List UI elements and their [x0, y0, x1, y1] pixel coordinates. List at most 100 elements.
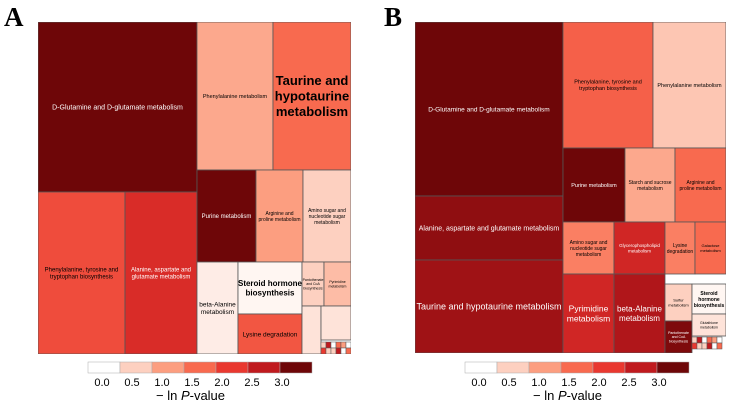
legend-title-italic: P: [557, 388, 567, 403]
tile-label-d-glutamine-and-d-glutamate-metabolism: D-Glutamine and D-glutamate metabolism: [52, 104, 183, 111]
minor-pathway-cell: [325, 341, 332, 349]
legend-tick-label: 1.0: [531, 377, 546, 389]
tile-arginine-and-proline-metabolism: [674, 147, 726, 223]
panel-label-a: A: [4, 2, 24, 32]
legend-tick-label: 0.0: [471, 377, 486, 389]
tile-sulfur-metabolism: [664, 283, 693, 322]
tile-label-alanine-aspartate-and-glutamate-metabolism: Alanine, aspartate and glutamate metaboli…: [131, 268, 191, 281]
minor-pathway-cell: [320, 341, 327, 349]
legend-swatch: [592, 361, 626, 374]
color-legend-b: 0.0 0.5 1.0 1.5 2.0 2.5 3.0: [464, 361, 690, 389]
legend-tick-label: 2.5: [621, 377, 636, 389]
tile-label-alanine-aspartate-and-glutamate-metabolism: Alanine, aspartate and glutamate metabol…: [419, 225, 560, 232]
tile-label-beta-alanine-metabolism: beta-Alanine metabolism: [199, 301, 236, 316]
legend-title-a: − ln P-value: [156, 388, 225, 403]
legend-swatch: [215, 361, 249, 374]
tile-purine-metabolism: [196, 169, 257, 263]
tile-galactose-metabolism: [694, 221, 726, 275]
tile-d-glutamine-and-d-glutamate-metabolism: [415, 22, 564, 197]
tile-phenylalanine-tyrosine-and-tryptophan-biosynthesis: [38, 191, 126, 354]
tile-label-d-glutamine-and-d-glutamate-metabolism: D-Glutamine and D-glutamate metabolism: [428, 106, 549, 113]
tile-label-arginine-and-proline-metabolism: Arginine and proline metabolism: [680, 180, 722, 192]
legend-swatch: [624, 361, 658, 374]
tile-alanine-aspartate-and-glutamate-metabolism: [124, 191, 198, 354]
minor-pathway-cell: [320, 347, 327, 354]
tile-label-purine-metabolism: Purine metabolism: [202, 214, 252, 220]
tile-label-steroid-hormone-biosynthesis: Steroid hormone biosynthesis: [238, 279, 303, 298]
panel-label-b: B: [384, 2, 403, 32]
minor-pathway-cell: [330, 341, 337, 349]
tile-label-beta-alanine-metabolism: beta-Alanine metabolism: [617, 305, 662, 324]
tile-label-starch-and-sucrose-metabolism: Starch and sucrose metabolism: [628, 180, 671, 192]
tile-glutathione-metabolism: [301, 305, 322, 354]
legend-tick-label: 3.0: [274, 377, 289, 389]
tile-pantothenate-and-coa-biosynthesis: [664, 320, 693, 353]
minor-pathway-cell: [330, 347, 337, 354]
tile-label-sulfur-metabolism: Sulfur metabolism: [668, 298, 689, 308]
tile-label-glycerophospholipid-metabolism: Glycerophospholipid metabolism: [619, 243, 660, 253]
legend-tick-label: 3.0: [651, 377, 666, 389]
tile-label-phenylalanine-metabolism: Phenylalanine metabolism: [657, 83, 722, 89]
tile-phenylalanine-tyrosine-and-tryptophan-biosynthesis: [562, 22, 654, 149]
tile-label-amino-sugar-and-nucleotide-sugar-metabolism: Amino sugar and nucleotide sugar metabolis…: [308, 208, 346, 226]
minor-pathway-cell: [335, 347, 342, 354]
minor-pathway-cell: [716, 336, 723, 344]
legend-tick-label: 0.0: [94, 377, 109, 389]
tile-label-taurine-and-hypotaurine-metabolism: Taurine and hypotaurine metabolism: [275, 73, 349, 119]
minor-pathway-cell: [701, 342, 708, 350]
tile-label-amino-sugar-and-nucleotide-sugar-metabolism: Amino sugar and nucleotide sugar metabolis…: [570, 240, 608, 258]
legend-title-prefix: − ln: [533, 388, 558, 403]
legend-tick-label: 1.5: [184, 377, 199, 389]
legend-swatch: [656, 361, 690, 374]
tile-glutathione-metabolism: [691, 313, 726, 337]
tile-d-glutamine-and-d-glutamate-metabolism: [38, 22, 198, 193]
tile-misc: [320, 305, 351, 341]
tile-lysine-degradation: [237, 313, 303, 354]
legend-swatch: [560, 361, 594, 374]
minor-pathway-cell: [691, 336, 698, 344]
tile-label-taurine-and-hypotaurine-metabolism: Taurine and hypotaurine metabolism: [416, 302, 561, 312]
tile-label-pyrimidine-metabolism: Pyrimidine metabolism: [329, 280, 347, 288]
legend-swatch: [119, 361, 153, 374]
minor-pathway-cell: [325, 347, 332, 354]
tile-taurine-and-hypotaurine-metabolism: [415, 259, 564, 353]
minor-pathway-cell: [691, 342, 698, 350]
legend-swatch: [528, 361, 562, 374]
legend-tick-label: 0.5: [124, 377, 139, 389]
tile-label-phenylalanine-metabolism: Phenylalanine metabolism: [203, 94, 268, 100]
color-legend-a: 0.0 0.5 1.0 1.5 2.0 2.5 3.0: [87, 361, 313, 389]
tile-beta-alanine-metabolism: [196, 261, 239, 354]
legend-swatch: [87, 361, 121, 374]
minor-pathway-cell: [340, 347, 347, 354]
legend-tick-label: 1.5: [561, 377, 576, 389]
minor-pathway-cell: [340, 341, 347, 349]
minor-pathway-cell: [696, 342, 703, 350]
legend-tick-label: 2.5: [244, 377, 259, 389]
legend-tick-label: 0.5: [501, 377, 516, 389]
minor-pathway-cell: [345, 341, 351, 349]
legend-tick-label: 1.0: [154, 377, 169, 389]
minor-pathway-cell: [706, 342, 713, 350]
legend-swatch: [496, 361, 530, 374]
legend-title-italic: P: [180, 388, 190, 403]
legend-title-prefix: − ln: [156, 388, 181, 403]
minor-pathway-cell: [696, 336, 703, 344]
minor-pathway-cell: [345, 347, 351, 354]
tile-label-pantothenate-and-coa-biosynthesis: Pantothenate and CoA biosynthesis: [668, 331, 689, 343]
minor-pathway-cell: [335, 341, 342, 349]
tile-label-steroid-hormone-biosynthesis: Steroid hormone biosynthesis: [694, 291, 725, 309]
minor-pathway-cell: [711, 342, 718, 350]
legend-title-suffix: -value: [189, 388, 226, 403]
tile-label-phenylalanine-tyrosine-and-tryptophan-biosynthesis: Phenylalanine, tyrosine and tryptophan bi…: [574, 80, 642, 93]
tile-phenylalanine-metabolism: [196, 22, 274, 171]
tile-steroid-hormone-biosynthesis: [691, 283, 726, 315]
tile-label-lysine-degradation: Lysine degradation: [243, 331, 298, 338]
treemap-a: D-Glutamine and D-glutamate metabolism Ph…: [38, 22, 351, 354]
legend-swatch: [247, 361, 281, 374]
minor-pathway-cell: [716, 342, 723, 350]
treemap-b: D-Glutamine and D-glutamate metabolism Ph…: [415, 22, 726, 353]
legend-swatch: [183, 361, 217, 374]
minor-pathway-cell: [701, 336, 708, 344]
tile-label-phenylalanine-tyrosine-and-tryptophan-biosynthesis: Phenylalanine, tyrosine and tryptophan bi…: [45, 268, 119, 281]
legend-tick-label: 2.0: [214, 377, 229, 389]
